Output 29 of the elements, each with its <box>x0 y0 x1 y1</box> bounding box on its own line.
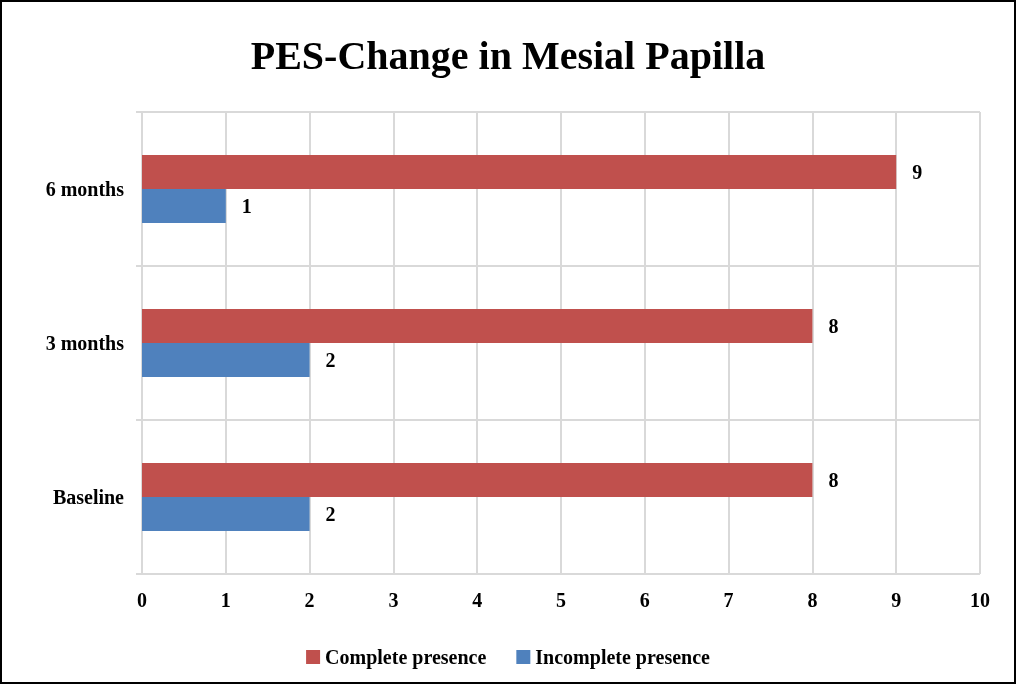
bar <box>142 155 897 189</box>
x-tick-label: 9 <box>891 589 902 611</box>
data-label: 1 <box>241 195 252 217</box>
data-label: 2 <box>325 503 336 525</box>
x-tick-label: 1 <box>220 589 231 611</box>
y-tick-label: 6 months <box>45 178 125 200</box>
data-label: 8 <box>828 469 839 491</box>
x-tick-label: 10 <box>970 589 990 611</box>
x-tick-label: 2 <box>304 589 315 611</box>
x-tick-label: 0 <box>137 589 147 611</box>
legend-label: Complete presence <box>325 646 487 669</box>
x-tick-label: 3 <box>388 589 399 611</box>
x-tick-label: 5 <box>556 589 566 611</box>
x-tick-label: 6 <box>639 589 650 611</box>
bar <box>142 189 226 223</box>
y-tick-label: 3 months <box>45 332 125 354</box>
x-tick-label: 4 <box>472 589 483 611</box>
data-label: 2 <box>325 349 336 371</box>
bar <box>142 309 813 343</box>
x-tick-label: 8 <box>807 589 818 611</box>
bar <box>142 463 813 497</box>
y-tick-label: Baseline <box>52 486 125 508</box>
data-label: 8 <box>828 315 839 337</box>
legend-label: Incomplete presence <box>535 646 711 669</box>
data-label: 9 <box>912 161 923 183</box>
bar <box>142 343 310 377</box>
x-tick-label: 7 <box>723 589 734 611</box>
bar <box>142 497 310 531</box>
chart-title: PES-Change in Mesial Papilla <box>250 32 766 78</box>
